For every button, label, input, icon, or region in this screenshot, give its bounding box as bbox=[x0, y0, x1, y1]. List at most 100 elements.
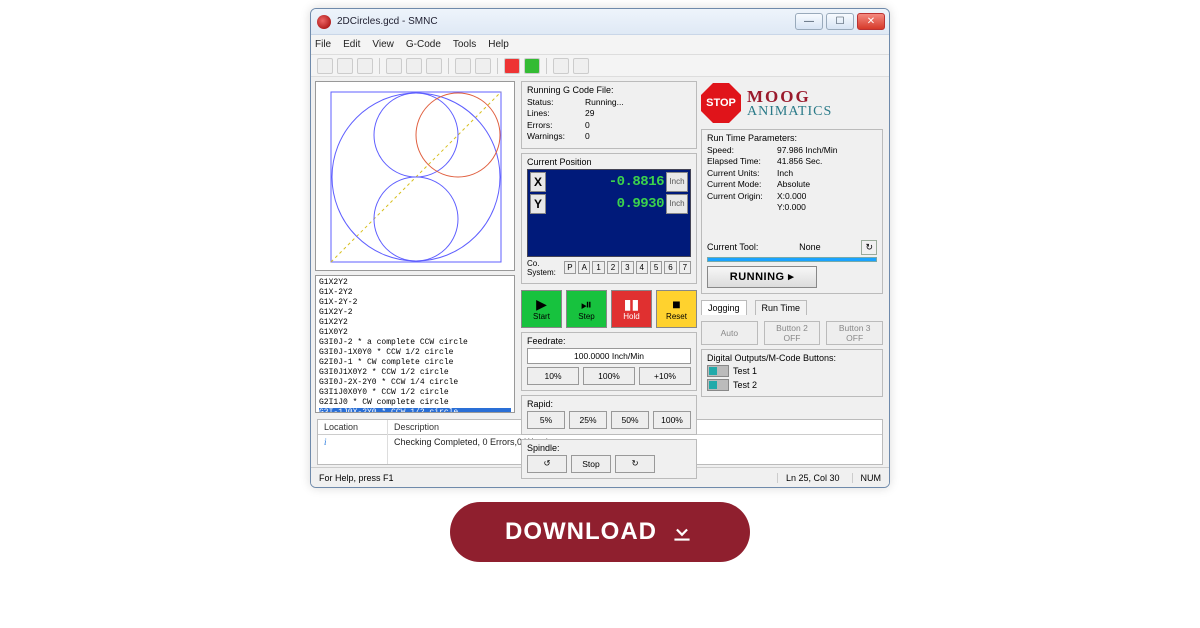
button3-off[interactable]: Button 3 OFF bbox=[826, 321, 883, 345]
download-button[interactable]: DOWNLOAD bbox=[450, 502, 750, 562]
origin-y-value: Y:0.000 bbox=[777, 202, 806, 213]
tb-undo-icon[interactable] bbox=[455, 58, 471, 74]
coord-system-label: Co. System: bbox=[527, 259, 562, 277]
hold-button[interactable]: ▮▮Hold bbox=[611, 290, 652, 328]
stop-sign-icon[interactable]: STOP bbox=[701, 83, 741, 123]
cs-p[interactable]: P bbox=[564, 261, 576, 274]
download-label: DOWNLOAD bbox=[505, 518, 657, 546]
axis-x-label: X bbox=[530, 172, 546, 192]
running-file-group: Running G Code File: Status:Running... L… bbox=[521, 81, 697, 149]
spindle-label: Spindle: bbox=[527, 443, 691, 453]
errors-value: 0 bbox=[585, 120, 590, 131]
toolpath-canvas bbox=[315, 81, 515, 271]
elapsed-value: 41.856 Sec. bbox=[777, 156, 822, 167]
feed-10pct[interactable]: 10% bbox=[527, 367, 579, 385]
rapid-100[interactable]: 100% bbox=[653, 411, 691, 429]
menubar: File Edit View G-Code Tools Help bbox=[311, 35, 889, 55]
tab-jogging[interactable]: Jogging bbox=[701, 300, 747, 315]
spindle-cw-button[interactable]: ↻ bbox=[615, 455, 655, 473]
step-icon: ⏯ bbox=[581, 297, 592, 311]
menu-file[interactable]: File bbox=[315, 39, 331, 50]
tb-save-icon[interactable] bbox=[357, 58, 373, 74]
menu-edit[interactable]: Edit bbox=[343, 39, 360, 50]
tb-check-icon[interactable] bbox=[524, 58, 540, 74]
test1-label: Test 1 bbox=[733, 366, 757, 376]
status-cursor-pos: Ln 25, Col 30 bbox=[777, 473, 840, 483]
axis-x-unit: Inch bbox=[666, 172, 688, 192]
dro-display: X -0.8816 Inch Y 0.9930 Inch bbox=[527, 169, 691, 257]
rapid-label: Rapid: bbox=[527, 399, 691, 409]
maximize-button[interactable]: ☐ bbox=[826, 13, 854, 30]
cw-icon: ↻ bbox=[631, 458, 638, 469]
menu-tools[interactable]: Tools bbox=[453, 39, 476, 50]
running-status-button[interactable]: RUNNING ▸ bbox=[707, 266, 817, 288]
cs-2[interactable]: 2 bbox=[607, 261, 619, 274]
pause-icon: ▮▮ bbox=[624, 297, 639, 311]
gcode-line: G1X2Y2 bbox=[319, 278, 511, 288]
cs-7[interactable]: 7 bbox=[679, 261, 691, 274]
close-button[interactable]: ✕ bbox=[857, 13, 885, 30]
tb-redo-icon[interactable] bbox=[475, 58, 491, 74]
gcode-line: G2I0J-1 * CW complete circle bbox=[319, 358, 511, 368]
feedrate-value: 100.0000 Inch/Min bbox=[527, 348, 691, 364]
start-button[interactable]: ▶Start bbox=[521, 290, 562, 328]
rapid-50[interactable]: 50% bbox=[611, 411, 649, 429]
tool-value: None bbox=[799, 242, 821, 252]
cs-5[interactable]: 5 bbox=[650, 261, 662, 274]
gcode-line: G3I0J-2 * a complete CCW circle bbox=[319, 338, 511, 348]
test2-toggle[interactable] bbox=[707, 379, 729, 391]
tb-new-icon[interactable] bbox=[317, 58, 333, 74]
cs-4[interactable]: 4 bbox=[636, 261, 648, 274]
coord-system-row: Co. System: P A 1 2 3 4 5 6 7 bbox=[527, 259, 691, 277]
cs-3[interactable]: 3 bbox=[621, 261, 633, 274]
rapid-group: Rapid: 5% 25% 50% 100% bbox=[521, 395, 697, 435]
gcode-line: G3I1J0X0Y0 * CCW 1/2 circle bbox=[319, 388, 511, 398]
toolbar bbox=[311, 55, 889, 77]
minimize-button[interactable]: — bbox=[795, 13, 823, 30]
test1-toggle[interactable] bbox=[707, 365, 729, 377]
axis-y-label: Y bbox=[530, 194, 546, 214]
spindle-stop-button[interactable]: Stop bbox=[571, 455, 611, 473]
feed-100pct[interactable]: 100% bbox=[583, 367, 635, 385]
feed-plus10[interactable]: +10% bbox=[639, 367, 691, 385]
feedrate-group: Feedrate: 100.0000 Inch/Min 10% 100% +10… bbox=[521, 332, 697, 391]
menu-view[interactable]: View bbox=[372, 39, 394, 50]
gcode-line: G3I0J-1X0Y0 * CCW 1/2 circle bbox=[319, 348, 511, 358]
status-value: Running... bbox=[585, 97, 624, 108]
gcode-line-current: G3I-1J0X-2Y0 * CCW 1/2 circle bbox=[319, 408, 511, 413]
menu-help[interactable]: Help bbox=[488, 39, 509, 50]
cs-a[interactable]: A bbox=[578, 261, 590, 274]
tb-help-icon[interactable] bbox=[573, 58, 589, 74]
reset-button[interactable]: ■Reset bbox=[656, 290, 697, 328]
auto-button[interactable]: Auto bbox=[701, 321, 758, 345]
tab-runtime[interactable]: Run Time bbox=[755, 300, 808, 315]
status-num: NUM bbox=[852, 473, 882, 483]
spindle-ccw-button[interactable]: ↺ bbox=[527, 455, 567, 473]
menu-gcode[interactable]: G-Code bbox=[406, 39, 441, 50]
gcode-editor[interactable]: G1X2Y2 G1X-2Y2 G1X-2Y-2 G1X2Y-2 G1X2Y2 G… bbox=[315, 275, 515, 413]
brand-line2: ANIMATICS bbox=[747, 105, 832, 119]
axis-y-value: 0.9930 bbox=[546, 196, 666, 212]
rapid-5[interactable]: 5% bbox=[527, 411, 565, 429]
cs-6[interactable]: 6 bbox=[664, 261, 676, 274]
tb-paste-icon[interactable] bbox=[426, 58, 442, 74]
running-file-label: Running G Code File: bbox=[527, 85, 691, 95]
tb-flag-icon[interactable] bbox=[504, 58, 520, 74]
tb-open-icon[interactable] bbox=[337, 58, 353, 74]
brand-logo: MOOG ANIMATICS bbox=[747, 88, 832, 119]
info-icon: i bbox=[324, 437, 327, 447]
digital-outputs-group: Digital Outputs/M-Code Buttons: Test 1 T… bbox=[701, 349, 883, 397]
spindle-group: Spindle: ↺ Stop ↻ bbox=[521, 439, 697, 479]
step-button[interactable]: ⏯Step bbox=[566, 290, 607, 328]
axis-x-value: -0.8816 bbox=[546, 174, 666, 190]
tb-bulb-icon[interactable] bbox=[553, 58, 569, 74]
tb-cut-icon[interactable] bbox=[386, 58, 402, 74]
refresh-icon[interactable]: ↻ bbox=[861, 240, 877, 255]
tb-copy-icon[interactable] bbox=[406, 58, 422, 74]
rapid-25[interactable]: 25% bbox=[569, 411, 607, 429]
digital-outputs-label: Digital Outputs/M-Code Buttons: bbox=[707, 353, 877, 363]
cs-1[interactable]: 1 bbox=[592, 261, 604, 274]
mode-value: Absolute bbox=[777, 179, 810, 190]
button2-off[interactable]: Button 2 OFF bbox=[764, 321, 821, 345]
ccw-icon: ↺ bbox=[543, 458, 550, 469]
